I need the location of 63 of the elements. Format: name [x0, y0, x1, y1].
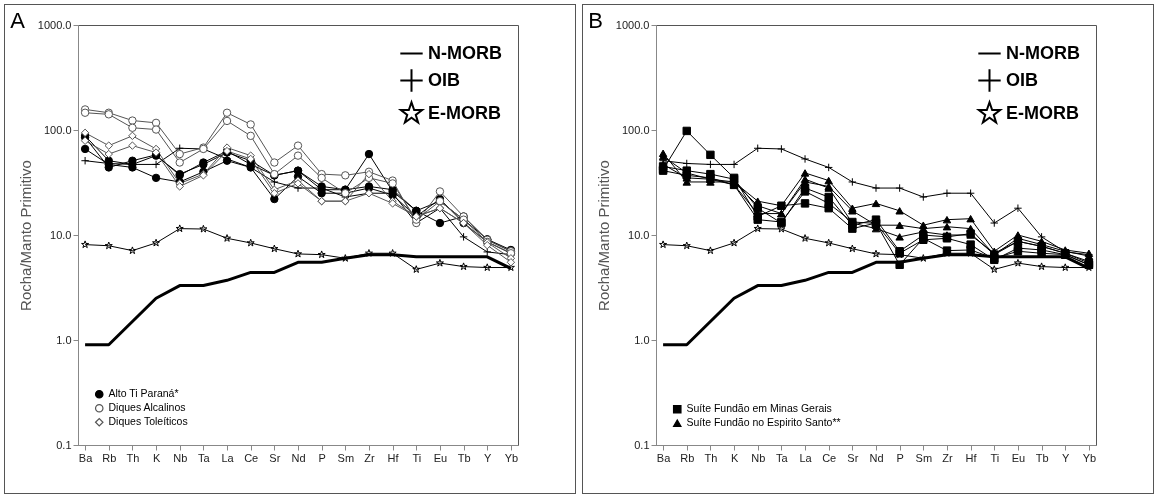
x-tick-label: Ta	[776, 451, 789, 464]
x-tick-label: La	[221, 451, 235, 464]
legend-label: OIB	[428, 69, 461, 90]
x-tick-label: Th	[126, 451, 140, 464]
x-tick-label: Nb	[173, 451, 188, 464]
x-tick-label: K	[152, 451, 161, 464]
x-tick-label: Ce	[822, 451, 837, 464]
x-tick-label: Nb	[751, 451, 766, 464]
x-tick-label: Sm	[915, 451, 933, 464]
legend-label: E-MORB	[428, 102, 501, 123]
x-tick-label: Eu	[1011, 451, 1026, 464]
x-tick-label: Hf	[965, 451, 978, 464]
x-tick-label: Ta	[198, 451, 211, 464]
y-axis-title: Rocha/Manto Primitivo	[594, 160, 612, 311]
x-tick-label: Tb	[457, 451, 471, 464]
y-tick-label: 1.0	[634, 333, 650, 346]
y-tick-label: 1000.0	[37, 18, 72, 31]
x-tick-label: Sr	[269, 451, 281, 464]
x-tick-label: Ba	[78, 451, 94, 464]
x-tick-label: Yb	[504, 451, 519, 464]
x-tick-label: P	[896, 451, 904, 464]
y-tick-label: 10.0	[628, 228, 650, 241]
x-tick-label: Ti	[990, 451, 1000, 464]
legend-label: OIB	[1006, 69, 1039, 90]
x-tick-label: K	[730, 451, 739, 464]
x-tick-label: Eu	[433, 451, 448, 464]
x-tick-label: Zr	[942, 451, 953, 464]
legend-label: Suíte Fundão no Espirito Santo**	[686, 416, 841, 429]
x-tick-label: Zr	[364, 451, 375, 464]
legend-label: N-MORB	[428, 42, 502, 63]
x-tick-label: Yb	[1082, 451, 1097, 464]
legend-label: Diques Toleíticos	[108, 415, 188, 428]
chart-title: B	[588, 8, 604, 33]
x-tick-label: Tb	[1035, 451, 1049, 464]
x-tick-label: Nd	[291, 451, 306, 464]
y-tick-label: 1000.0	[615, 18, 650, 31]
x-tick-label: Ti	[412, 451, 422, 464]
x-tick-label: Sm	[337, 451, 355, 464]
legend-label: E-MORB	[1006, 102, 1079, 123]
y-tick-label: 1.0	[56, 333, 72, 346]
y-tick-label: 0.1	[56, 438, 72, 451]
x-tick-label: Y	[1062, 451, 1071, 464]
chart-title: A	[10, 8, 26, 33]
legend-label: Diques Alcalinos	[108, 401, 186, 414]
x-tick-label: La	[799, 451, 813, 464]
x-tick-label: Hf	[387, 451, 400, 464]
y-tick-label: 100.0	[43, 123, 72, 136]
x-tick-label: P	[318, 451, 326, 464]
x-tick-label: Th	[704, 451, 718, 464]
y-axis-title: Rocha/Manto Primitivo	[16, 160, 34, 311]
y-tick-label: 0.1	[634, 438, 650, 451]
legend-label: N-MORB	[1006, 42, 1080, 63]
x-tick-label: Rb	[680, 451, 695, 464]
y-tick-label: 10.0	[50, 228, 72, 241]
y-tick-label: 100.0	[621, 123, 650, 136]
x-tick-label: Rb	[102, 451, 117, 464]
x-tick-label: Sr	[847, 451, 859, 464]
legend-label: Suíte Fundão em Minas Gerais	[686, 402, 832, 415]
x-tick-label: Nd	[869, 451, 884, 464]
x-tick-label: Ce	[244, 451, 259, 464]
legend-label: Alto Ti Paraná*	[108, 387, 179, 400]
x-tick-label: Y	[484, 451, 493, 464]
x-tick-label: Ba	[656, 451, 672, 464]
